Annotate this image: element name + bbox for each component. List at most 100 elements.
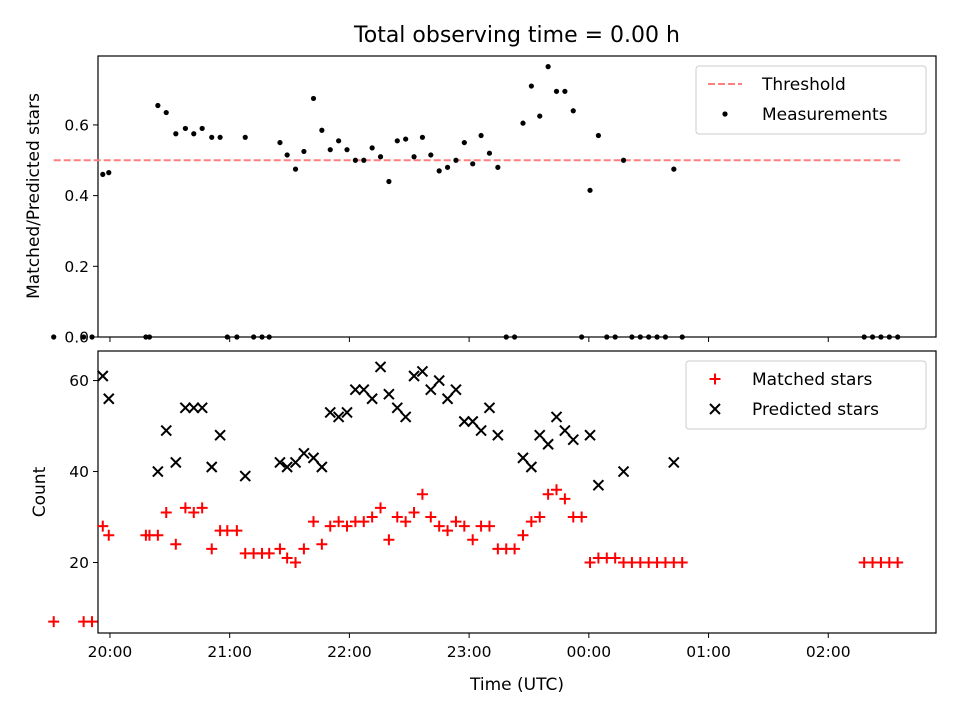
measurements-point bbox=[259, 334, 265, 340]
measurements-point bbox=[436, 168, 442, 174]
ratio-legend-box bbox=[695, 65, 927, 135]
ratio-y-tick-label: 0.0 bbox=[64, 329, 89, 347]
matched-stars-point bbox=[170, 538, 182, 550]
predicted-stars-point bbox=[668, 456, 680, 469]
measurements-point bbox=[587, 187, 593, 193]
count-legend-box bbox=[685, 360, 927, 430]
matched-stars-point bbox=[333, 516, 345, 528]
measurements-point bbox=[284, 152, 290, 158]
matched-stars-point bbox=[433, 520, 445, 532]
matched-stars-point bbox=[509, 543, 521, 555]
predicted-stars-point bbox=[567, 433, 579, 446]
predicted-stars-point bbox=[341, 406, 353, 419]
measurements-point bbox=[352, 157, 358, 163]
x-tick-label: 22:00 bbox=[327, 643, 372, 661]
measurements-point bbox=[520, 120, 526, 126]
predicted-stars-point bbox=[475, 424, 487, 437]
predicted-stars-point bbox=[274, 456, 286, 469]
matched-stars-point bbox=[534, 511, 546, 523]
measurements-point bbox=[869, 334, 876, 340]
predicted-stars-point bbox=[492, 429, 504, 441]
predicted-stars-point bbox=[358, 383, 370, 396]
measurements-point bbox=[646, 334, 652, 340]
measurements-point bbox=[327, 147, 333, 153]
predicted-stars-point bbox=[458, 415, 471, 428]
measurements-point bbox=[478, 132, 484, 139]
measurements-point bbox=[537, 113, 543, 119]
legend-measurements-swatch bbox=[722, 111, 728, 117]
ratio-panel: Matched/Predicted stars 0.0 0.2 0.4 0.6 Thre… bbox=[24, 55, 937, 347]
measurements-point bbox=[444, 164, 451, 170]
predicted-stars-point bbox=[196, 402, 208, 414]
x-tick-label: 23:00 bbox=[447, 643, 492, 661]
predicted-stars-point bbox=[239, 470, 251, 482]
predicted-stars-point bbox=[324, 406, 336, 419]
measurements-point bbox=[146, 334, 153, 340]
matched-stars-point bbox=[676, 557, 688, 568]
measurements-point bbox=[336, 138, 342, 144]
measurements-point bbox=[155, 102, 161, 109]
measurements-point bbox=[654, 334, 660, 340]
legend-predicted-stars-label: Predicted stars bbox=[752, 400, 879, 420]
matched-stars-point bbox=[290, 557, 302, 568]
measurements-point bbox=[503, 334, 509, 340]
measurements-point bbox=[100, 171, 106, 178]
predicted-stars-point bbox=[188, 402, 200, 414]
legend-matched-stars-label: Matched stars bbox=[752, 370, 872, 390]
measurements-point bbox=[310, 95, 317, 102]
x-tick-label: 20:00 bbox=[88, 643, 133, 661]
legend-measurements-label: Measurements bbox=[762, 105, 888, 125]
matched-stars-point bbox=[442, 525, 454, 537]
matched-stars-point bbox=[525, 516, 537, 528]
measurements-point bbox=[419, 134, 426, 140]
predicted-stars-point bbox=[525, 461, 538, 473]
measurements-point bbox=[344, 147, 350, 153]
matched-stars-point bbox=[416, 488, 428, 500]
measurements-point bbox=[679, 334, 685, 340]
matched-stars-point bbox=[324, 520, 336, 532]
measurements-point bbox=[579, 334, 585, 340]
predicted-stars-point bbox=[617, 465, 630, 478]
measurements-point bbox=[671, 166, 677, 172]
predicted-stars-point bbox=[592, 479, 605, 491]
matched-stars-point bbox=[231, 525, 243, 537]
matched-stars-point bbox=[375, 502, 387, 514]
measurements-point bbox=[143, 334, 149, 340]
measurements-point bbox=[878, 334, 884, 340]
matched-stars-point bbox=[274, 543, 286, 555]
measurements-point bbox=[224, 334, 230, 340]
matched-stars-point bbox=[97, 520, 109, 532]
measurements-point bbox=[292, 166, 299, 172]
predicted-stars-point bbox=[450, 383, 462, 396]
measurements-point bbox=[528, 83, 534, 89]
measurements-point bbox=[51, 334, 57, 340]
matched-stars-point bbox=[188, 506, 200, 518]
measurements-point bbox=[369, 145, 375, 151]
matched-stars-point bbox=[408, 506, 420, 518]
predicted-stars-point bbox=[349, 383, 362, 396]
predicted-stars-point bbox=[152, 465, 164, 478]
matched-stars-point bbox=[48, 616, 60, 628]
x-tick-label: 00:00 bbox=[566, 643, 611, 661]
predicted-stars-point bbox=[179, 402, 192, 414]
matched-stars-point bbox=[196, 502, 208, 514]
matched-stars-point bbox=[542, 488, 554, 500]
predicted-stars-point bbox=[550, 411, 563, 423]
predicted-stars-point bbox=[433, 374, 445, 387]
matched-stars-point bbox=[358, 516, 370, 528]
measurements-point bbox=[182, 125, 188, 132]
measurements-point bbox=[545, 64, 551, 70]
measurements-point bbox=[234, 334, 240, 340]
matched-stars-point bbox=[152, 529, 164, 541]
measurements-point bbox=[604, 334, 610, 340]
legend-threshold-label: Threshold bbox=[761, 75, 846, 95]
predicted-stars-point bbox=[170, 456, 182, 469]
predicted-stars-point bbox=[298, 447, 310, 460]
measurements-point bbox=[461, 139, 467, 146]
measurements-point bbox=[512, 334, 518, 340]
predicted-stars-point bbox=[214, 429, 226, 441]
measurements-point bbox=[595, 132, 602, 139]
ratio-y-axis-label: Matched/Predicted stars bbox=[24, 93, 44, 299]
predicted-stars-point bbox=[483, 402, 496, 414]
predicted-stars-point bbox=[466, 415, 479, 428]
